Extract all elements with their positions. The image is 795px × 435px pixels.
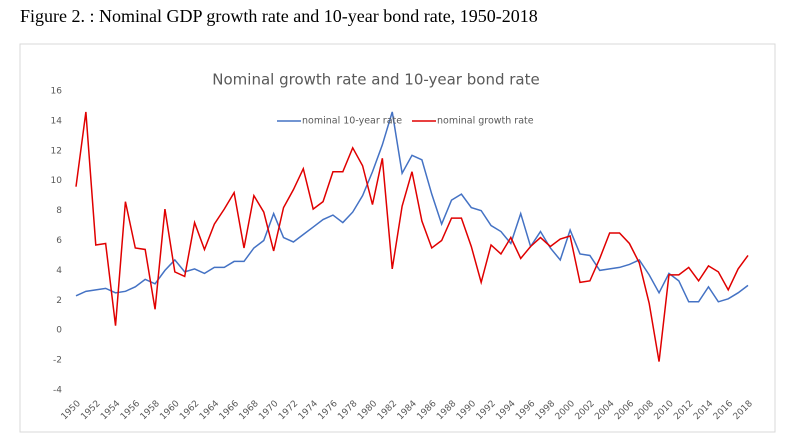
y-tick-label: 0	[56, 326, 62, 336]
y-tick-label: 8	[56, 206, 62, 216]
y-tick-label: -4	[53, 386, 62, 396]
y-tick-label: 10	[51, 176, 63, 186]
y-tick-label: 4	[56, 266, 62, 276]
y-tick-label: 16	[51, 87, 63, 97]
chart-title: Nominal growth rate and 10-year bond rat…	[212, 71, 539, 89]
legend-label: nominal 10-year rate	[302, 116, 402, 127]
y-tick-label: 6	[56, 236, 62, 246]
y-tick-label: -2	[53, 356, 62, 366]
y-tick-label: 14	[51, 116, 63, 126]
legend-label: nominal growth rate	[437, 116, 534, 127]
y-tick-label: 2	[56, 296, 62, 306]
y-tick-label: 12	[51, 146, 62, 156]
series-line	[75, 111, 749, 303]
series-line	[75, 111, 749, 362]
figure-caption: Figure 2. : Nominal GDP growth rate and …	[20, 6, 538, 26]
